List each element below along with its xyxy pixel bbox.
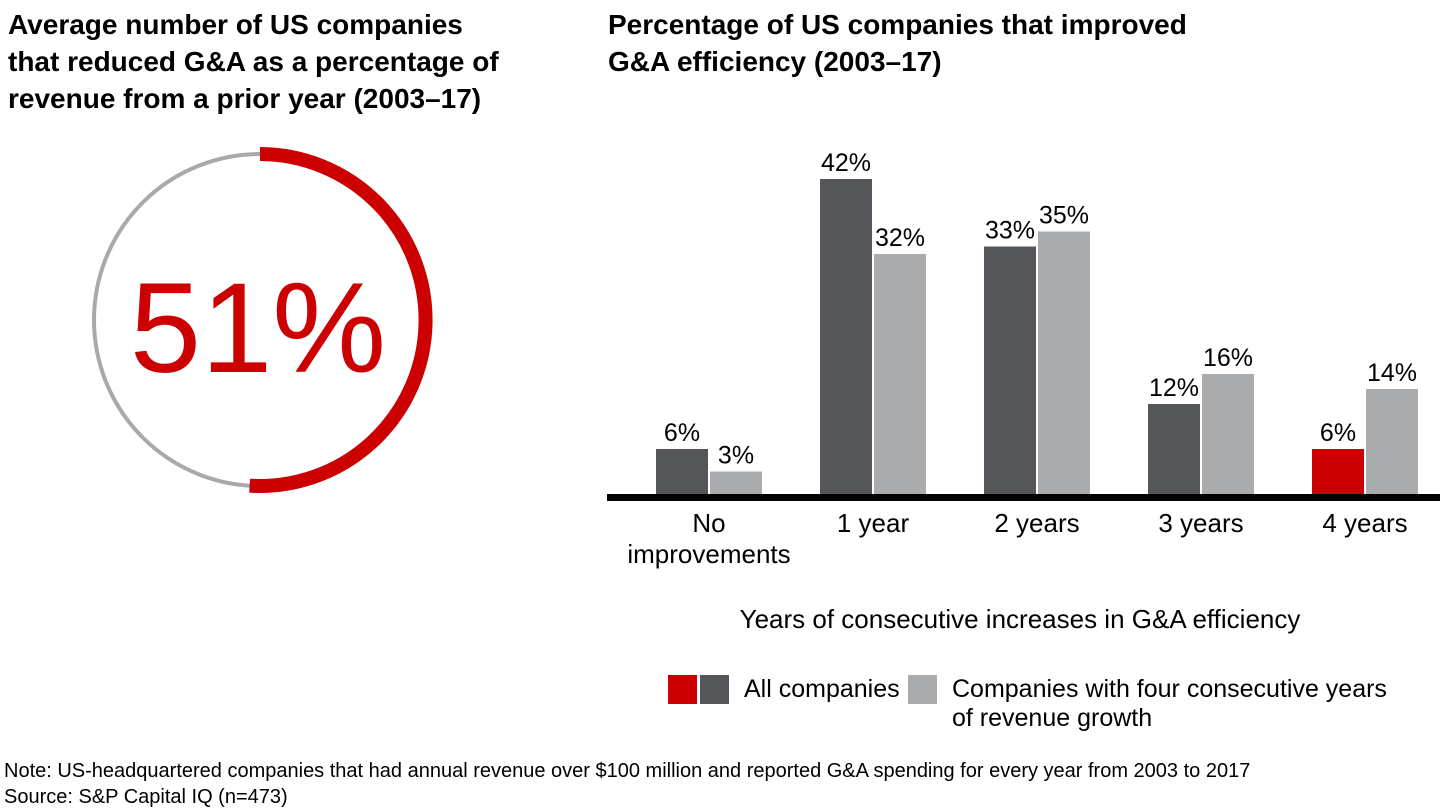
bar-value-label: 32% [875, 224, 925, 252]
legend: All companies Companies with four consec… [0, 675, 1440, 735]
category-label: 3 years [1158, 508, 1243, 538]
legend-swatch-red [668, 675, 697, 704]
source-text: Source: S&P Capital IQ (n=473) [4, 786, 288, 808]
bar [1202, 374, 1254, 494]
category-label: 1 year [837, 508, 910, 538]
legend-label-all-companies: All companies [744, 675, 900, 703]
x-axis-line [607, 494, 1440, 501]
category-label: 2 years [994, 508, 1079, 538]
bar-value-label: 3% [718, 442, 754, 470]
bar-value-label: 35% [1039, 202, 1089, 230]
left-chart-title: Average number of US companies that redu… [8, 9, 499, 114]
bar-value-label: 33% [985, 217, 1035, 245]
donut-value-arc [249, 147, 433, 493]
category-label: No [692, 508, 725, 538]
bar [1366, 389, 1418, 494]
category-label: improvements [627, 539, 790, 569]
bar [710, 471, 762, 494]
bar [1038, 231, 1090, 494]
bar-value-label: 16% [1203, 344, 1253, 372]
bar-value-label: 14% [1367, 359, 1417, 387]
bar-value-label: 12% [1149, 374, 1199, 402]
legend-label-four-year-growth: Companies with four consecutive years of… [952, 675, 1387, 732]
category-label: 4 years [1322, 508, 1407, 538]
legend-item-four-year-growth: Companies with four consecutive years of… [908, 675, 1387, 733]
bar [874, 254, 926, 494]
bar [820, 179, 872, 494]
bar [1312, 449, 1364, 494]
note-text: Note: US-headquartered companies that ha… [4, 760, 1251, 782]
footnotes: Note: US-headquartered companies that ha… [4, 758, 1250, 810]
legend-swatch-light-gray [908, 675, 937, 704]
bar-value-label: 42% [821, 149, 871, 177]
donut-value-label: 51% [130, 257, 386, 400]
legend-item-all-companies: All companies [668, 675, 900, 704]
bar [984, 246, 1036, 494]
bar [656, 449, 708, 494]
donut-chart: 51% [92, 147, 433, 493]
right-chart-title: Percentage of US companies that improved… [608, 9, 1187, 77]
legend-swatch-dark-gray [700, 675, 729, 704]
bar-value-label: 6% [664, 419, 700, 447]
bar-value-label: 6% [1320, 419, 1356, 447]
x-axis-label: Years of consecutive increases in G&A ef… [739, 604, 1301, 634]
bar [1148, 404, 1200, 494]
